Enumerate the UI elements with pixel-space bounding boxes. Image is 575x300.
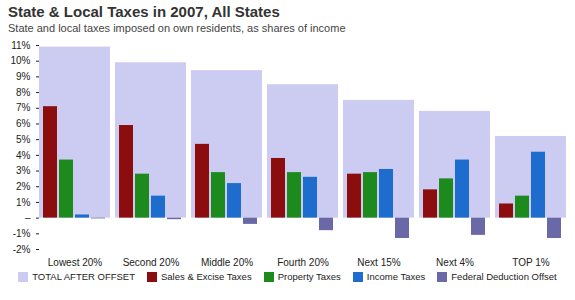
svg-text:9%: 9% <box>16 71 31 82</box>
svg-text:Next 4%: Next 4% <box>436 257 474 268</box>
svg-text:TOP 1%: TOP 1% <box>512 257 550 268</box>
svg-text:10%: 10% <box>10 55 30 66</box>
svg-text:Fourth 20%: Fourth 20% <box>277 257 329 268</box>
svg-text:5%: 5% <box>16 134 31 145</box>
svg-text:7%: 7% <box>16 102 31 113</box>
svg-text:3%: 3% <box>16 165 31 176</box>
svg-text:-2%: -2% <box>13 244 31 255</box>
svg-text:2%: 2% <box>16 181 31 192</box>
html-text:State and local taxes imposed: State and local taxes imposed on own res… <box>8 22 346 34</box>
svg-text:Second 20%: Second 20% <box>123 257 180 268</box>
html-text:Federal Deduction Offset: Federal Deduction Offset <box>451 271 557 282</box>
svg-text:Lowest 20%: Lowest 20% <box>48 257 103 268</box>
svg-text:1%: 1% <box>16 197 31 208</box>
html-text:TOTAL AFTER OFFSET: TOTAL AFTER OFFSET <box>32 271 135 282</box>
html-text:Income Taxes: Income Taxes <box>366 271 426 282</box>
svg-text:4%: 4% <box>16 150 31 161</box>
svg-text:11%: 11% <box>11 40 30 51</box>
svg-text:8%: 8% <box>16 87 31 98</box>
html-text:Property Taxes: Property Taxes <box>277 271 341 282</box>
svg-text:6%: 6% <box>16 118 31 129</box>
svg-text:–: – <box>25 212 31 223</box>
svg-text:Middle 20%: Middle 20% <box>201 257 253 268</box>
svg-text:-1%: -1% <box>13 228 31 239</box>
html-text:Sales & Excise Taxes: Sales & Excise Taxes <box>161 271 252 282</box>
svg-text:Next 15%: Next 15% <box>357 257 400 268</box>
html-text:State & Local Taxes in 2007, A: State & Local Taxes in 2007, All States <box>8 3 280 20</box>
